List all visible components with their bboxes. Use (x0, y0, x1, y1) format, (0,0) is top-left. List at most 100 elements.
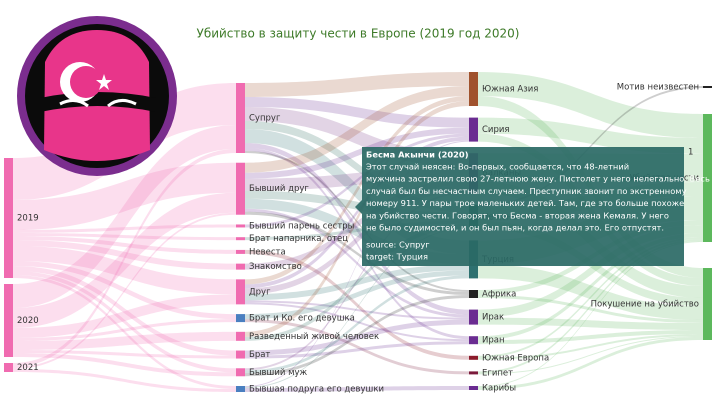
link (13, 369, 236, 392)
link (13, 233, 236, 241)
link (478, 295, 703, 323)
link (245, 191, 469, 371)
node (236, 224, 245, 228)
node (236, 279, 245, 305)
link (13, 331, 236, 350)
link (13, 125, 236, 308)
link (245, 86, 469, 173)
link (13, 236, 236, 254)
logo-crescent-cut (70, 66, 102, 98)
link (245, 127, 469, 179)
link (13, 266, 236, 356)
node-label: Друг (249, 287, 271, 297)
link (13, 212, 236, 369)
link (478, 233, 703, 341)
node (469, 371, 478, 375)
node (236, 237, 245, 241)
node-label: 2020 (17, 316, 39, 326)
link (245, 386, 469, 392)
link (245, 148, 469, 340)
link (245, 96, 469, 285)
node (4, 158, 13, 278)
hover-value: 1 (688, 148, 693, 158)
node-label: Карибы (482, 384, 516, 394)
node (236, 249, 245, 254)
link (13, 224, 236, 233)
link (245, 211, 469, 295)
link (245, 295, 469, 377)
node (236, 350, 245, 359)
node (469, 386, 478, 390)
link (245, 319, 469, 356)
link (245, 270, 469, 320)
node-label: Африка (482, 290, 516, 300)
node (469, 72, 478, 106)
node-label: Супруг (249, 114, 281, 124)
link (13, 319, 236, 341)
link (245, 101, 469, 337)
node (236, 83, 245, 153)
link (245, 249, 469, 360)
link (245, 140, 469, 387)
link (478, 336, 703, 375)
link (478, 237, 703, 358)
link (478, 241, 703, 387)
tooltip-title: Бесма Акынчи (2020) (366, 150, 469, 160)
link (245, 136, 469, 289)
tooltip-arrow (355, 200, 362, 214)
node-label: Сирия (482, 125, 510, 135)
node (236, 162, 245, 215)
node-label: Иран (482, 336, 505, 346)
tooltip-source: source: Супруг (366, 240, 430, 250)
link (245, 264, 469, 301)
link (245, 302, 469, 342)
tooltip-line: случай был бы несчастным случаем. Престу… (366, 186, 687, 196)
logo-eyes (59, 99, 137, 108)
tooltip-target: target: Турция (366, 252, 428, 262)
node-label: Мотив неизвестен (617, 83, 699, 93)
link (245, 72, 469, 97)
link (245, 198, 469, 265)
node (469, 355, 478, 360)
logo-star (96, 74, 112, 90)
node (4, 284, 13, 357)
link (245, 179, 469, 270)
link (13, 162, 236, 230)
tooltip-line: номеру 911. У пары трое маленьких детей.… (366, 198, 684, 208)
link (478, 317, 703, 330)
tooltip-line: мужчина застрелил свою 27-летнюю жену. П… (366, 174, 710, 184)
link (245, 208, 469, 318)
link (245, 185, 469, 295)
link (13, 271, 236, 373)
link (13, 275, 236, 389)
link (478, 330, 703, 345)
link (478, 334, 703, 360)
node (469, 309, 478, 325)
tooltip-line: Этот случай неясен: Во-первых, сообщаетс… (366, 162, 629, 172)
link (245, 151, 469, 292)
link (245, 143, 469, 315)
link (13, 350, 236, 359)
node (703, 114, 712, 242)
node-label: Брат (249, 350, 270, 360)
link (245, 227, 469, 388)
link (245, 121, 469, 213)
tooltip-line: не было судимостей, и он был пьян, когда… (366, 223, 664, 233)
link (245, 319, 469, 375)
node (236, 314, 245, 323)
node-label: Разведенный живой человек (249, 332, 379, 342)
node-label: 2019 (17, 214, 39, 224)
node-label: Южная Европа (482, 353, 549, 363)
node (236, 331, 245, 341)
link (245, 129, 469, 255)
node-label: 2021 (17, 363, 39, 373)
link (478, 337, 703, 390)
node-label: Покушение на убийство (591, 300, 699, 310)
tooltip-line: на убийство чести. Говорят, что Бесма - … (366, 210, 669, 220)
link (13, 294, 236, 338)
link (13, 353, 236, 377)
node-label: Знакомство (249, 262, 302, 272)
link (245, 341, 469, 359)
